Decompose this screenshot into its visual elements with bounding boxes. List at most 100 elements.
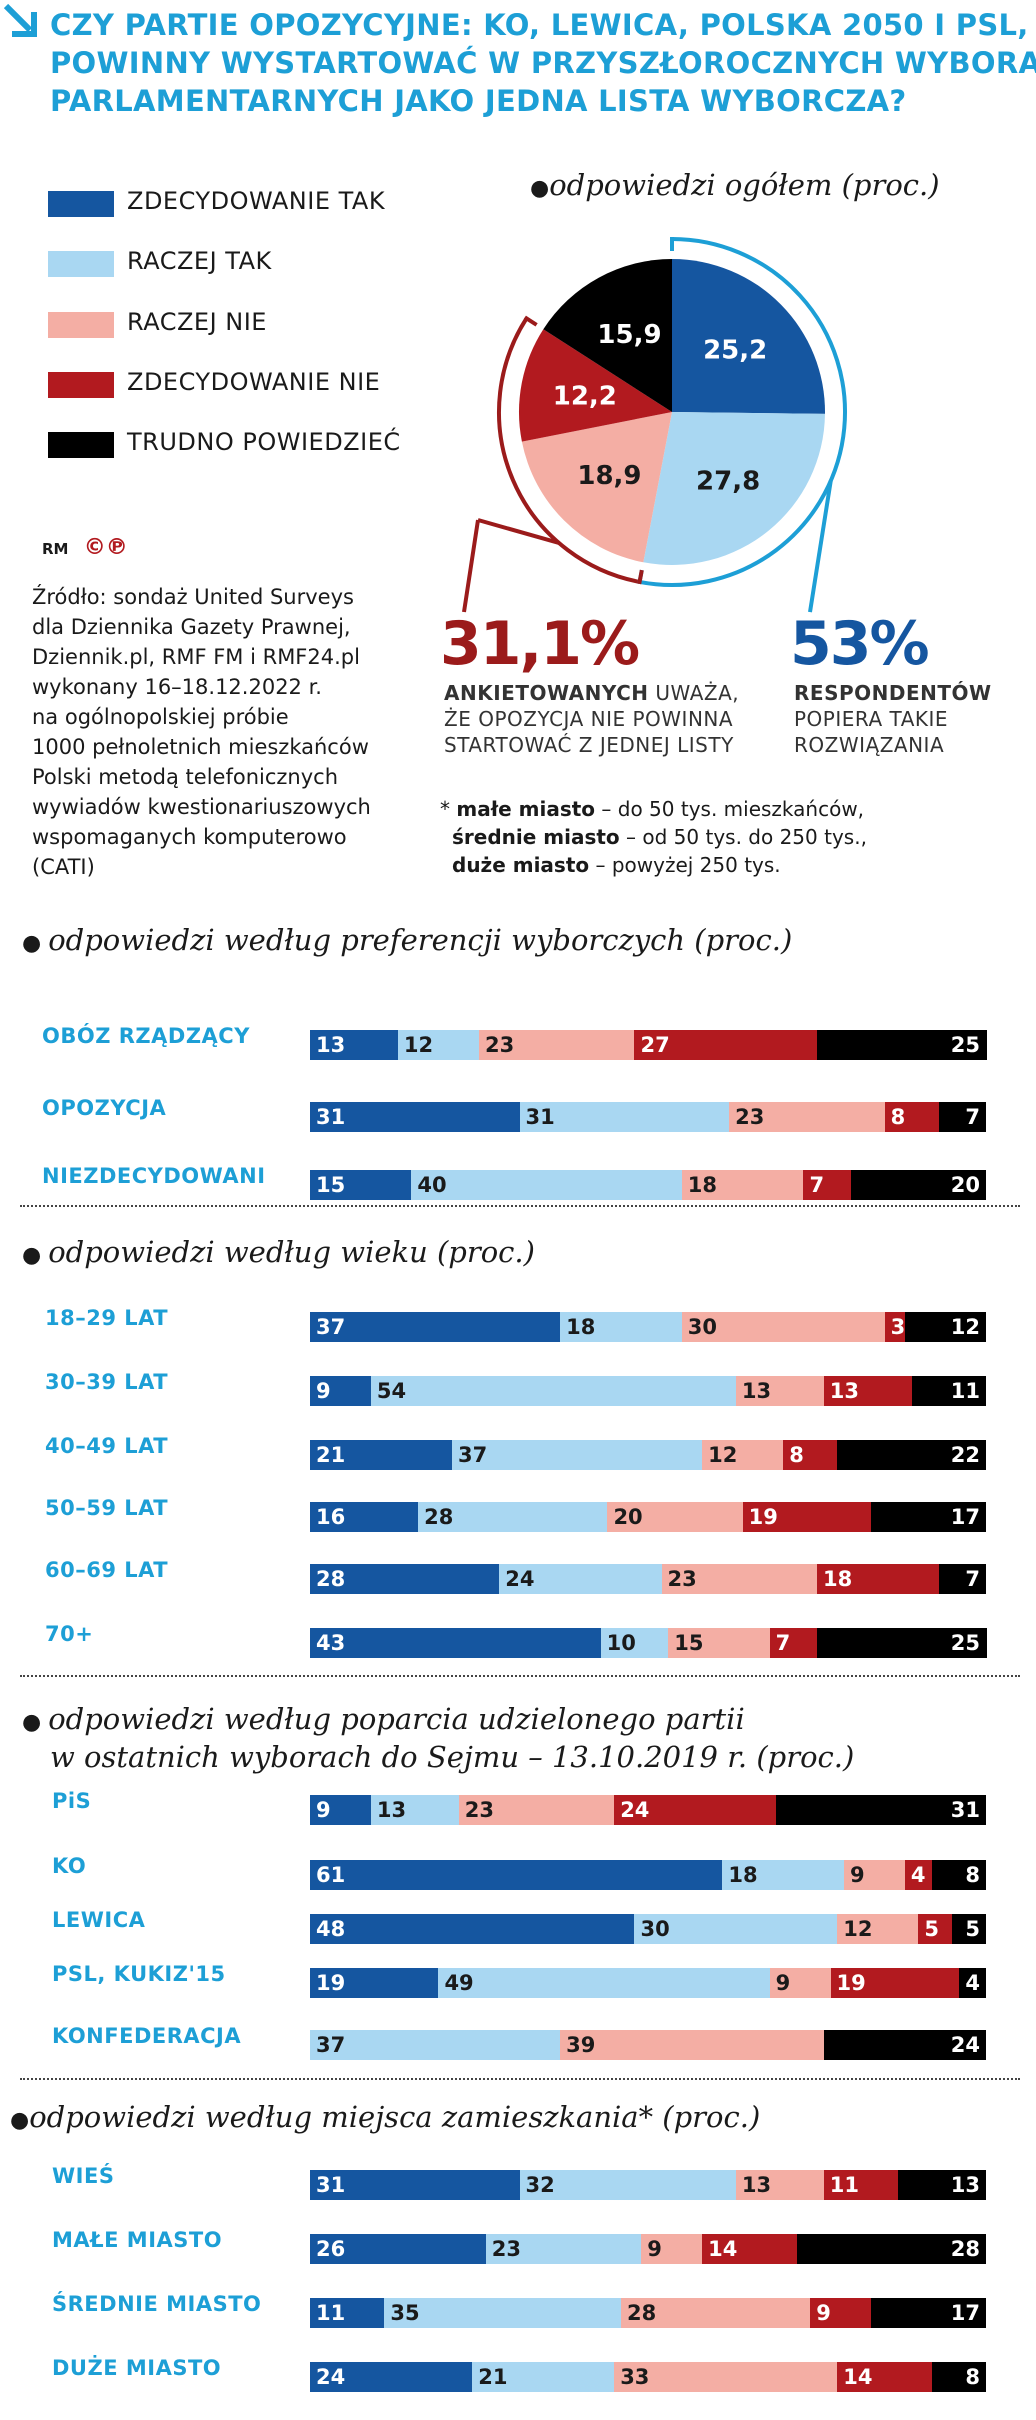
bar-category-label: OPOZYCJA — [42, 1096, 167, 1120]
bar-segment — [918, 1914, 953, 1944]
section-title-text: odpowiedzi według preferencji wyborczych… — [48, 923, 793, 957]
bar-value-label: 23 — [735, 1105, 765, 1129]
bar-segment — [837, 2362, 933, 2392]
bar-segment — [418, 1502, 608, 1532]
bar-value-label: 39 — [566, 2033, 596, 2057]
no-note-text: UWAŻA, — [648, 681, 740, 705]
bar-value-label: 3 — [890, 1315, 906, 1339]
title-line: POWINNY WYSTARTOWAĆ W PRZYSZŁOROCZNYCH W… — [50, 46, 1036, 80]
bar-value-label: 18 — [566, 1315, 596, 1339]
bar-value-label: 17 — [950, 1505, 980, 1529]
pie-slice-label: 27,8 — [696, 467, 760, 497]
bar-segment — [844, 1860, 906, 1890]
pie-slice-label: 18,9 — [577, 461, 641, 491]
bar-value-label: 5 — [965, 1917, 980, 1941]
bar-value-label: 7 — [809, 1173, 825, 1197]
divider — [20, 2078, 1020, 2080]
bar-category-label: PiS — [52, 1789, 92, 1813]
bar-segment — [310, 1030, 399, 1060]
bar-segment — [519, 1102, 730, 1132]
bar-value-label: 10 — [606, 1631, 636, 1655]
bar-segment — [560, 1312, 683, 1342]
bar-segment — [904, 1860, 933, 1890]
yes-percentage: 53% — [790, 609, 930, 679]
bar-value-label: 43 — [316, 1631, 346, 1655]
bar-value-label: 11 — [829, 2173, 859, 2197]
bar-segment — [681, 1312, 886, 1342]
bar-segment — [850, 1170, 987, 1200]
bar-segment — [438, 1968, 771, 1998]
bar-segment — [310, 2030, 561, 2060]
copyright-icon: ©℗ — [83, 535, 128, 560]
legend-label: ZDECYDOWANIE NIE — [127, 368, 381, 396]
bar-value-label: 40 — [417, 1173, 447, 1197]
bar-value-label: 22 — [950, 1443, 980, 1467]
bar-segment — [641, 2234, 703, 2264]
yes-note-text: ROZWIĄZANIA — [794, 733, 945, 757]
legend-label: RACZEJ NIE — [127, 308, 267, 336]
footnote-star: * — [440, 797, 457, 821]
bar-segment — [769, 1968, 831, 1998]
bar-segment — [823, 2030, 987, 2060]
bar-segment — [735, 2170, 825, 2200]
bar-segment — [485, 2234, 642, 2264]
bar-value-label: 9 — [775, 1971, 791, 1995]
bar-value-label: 13 — [741, 1379, 772, 1403]
no-note-text: ŻE OPOZYCJA NIE POWINNA — [444, 707, 734, 731]
yes-note-bold: RESPONDENTÓW — [794, 681, 992, 705]
section-title-text: w ostatnich wyborach do Sejmu – 13.10.20… — [50, 1740, 855, 1774]
bar-value-label: 12 — [950, 1315, 980, 1339]
bar-segment — [310, 1628, 602, 1658]
bar-segment — [472, 2362, 615, 2392]
bar-segment — [817, 1564, 940, 1594]
bar-segment — [958, 1968, 987, 1998]
legend-swatch — [48, 432, 114, 458]
legend-swatch — [48, 372, 114, 398]
credits: RM ©℗ — [42, 535, 128, 560]
bar-segment — [735, 1376, 825, 1406]
bar-category-label: KO — [52, 1854, 87, 1878]
source-note: Źródło: sondaż United Surveys dla Dzienn… — [32, 582, 412, 882]
bar-segment — [742, 1502, 872, 1532]
bar-value-label: 20 — [950, 1173, 980, 1197]
bar-value-label: 20 — [613, 1505, 643, 1529]
bar-segment — [560, 2030, 825, 2060]
bar-segment — [952, 1914, 987, 1944]
source-line: wykonany 16–18.12.2022 r. — [32, 675, 322, 699]
pie-slice-label: 12,2 — [553, 381, 617, 411]
source-line: wspomaganych komputerowo — [32, 825, 347, 849]
bar-value-label: 12 — [708, 1443, 738, 1467]
bar-segment — [614, 1795, 777, 1825]
section-title: ●odpowiedzi według miejsca zamieszkania*… — [10, 2100, 760, 2138]
bar-value-label: 15 — [316, 1173, 346, 1197]
pie-title: ●odpowiedzi ogółem (proc.) — [530, 168, 940, 202]
bar-segment — [310, 1312, 561, 1342]
bar-value-label: 13 — [829, 1379, 859, 1403]
legend-label: RACZEJ TAK — [127, 247, 272, 275]
bar-category-label: MAŁE MIASTO — [52, 2228, 223, 2252]
bar-segment — [310, 1102, 521, 1132]
footnote: * małe miasto – do 50 tys. mieszkańców, … — [440, 795, 867, 879]
bar-category-label: PSL, KUKIZ'15 — [52, 1962, 226, 1986]
bar-segment — [397, 1030, 480, 1060]
page-title: CZY PARTIE OPOZYCYJNE: KO, LEWICA, POLSK… — [50, 6, 1036, 120]
no-bracket — [497, 317, 640, 584]
bar-value-label: 61 — [316, 1863, 346, 1887]
bar-segment — [783, 1440, 838, 1470]
bar-value-label: 23 — [485, 1033, 515, 1057]
pie-slice — [518, 329, 672, 442]
bar-segment — [796, 2234, 987, 2264]
bar-segment — [499, 1564, 662, 1594]
bar-value-label: 30 — [640, 1917, 670, 1941]
bar-value-label: 17 — [950, 2301, 980, 2325]
footnote-term: małe miasto — [456, 797, 596, 821]
bar-segment — [451, 1440, 703, 1470]
bar-category-label: 18–29 LAT — [45, 1306, 169, 1330]
pie-chart: 25,2 27,8 18,9 12,2 15,9 — [462, 237, 847, 613]
bar-value-label: 9 — [850, 1863, 865, 1887]
section-title: ● odpowiedzi według wieku (proc.) — [22, 1235, 535, 1273]
bar-segment — [519, 2170, 737, 2200]
bar-segment — [911, 1376, 987, 1406]
footnote-term: duże miasto — [452, 853, 590, 877]
bar-segment — [884, 1102, 940, 1132]
